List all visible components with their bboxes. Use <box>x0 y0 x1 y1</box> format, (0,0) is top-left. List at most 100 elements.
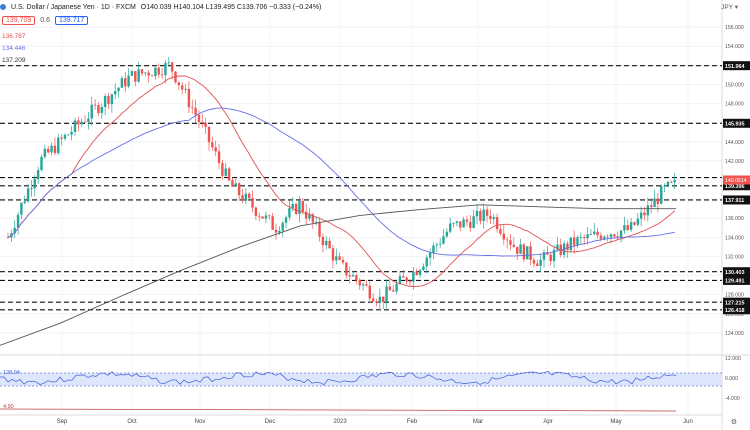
candle-body <box>650 205 653 207</box>
ma-slow-label: 137.209 <box>2 57 26 64</box>
candle-body <box>392 290 395 292</box>
x-tick-label: Nov <box>195 419 206 425</box>
candle-body <box>204 123 207 127</box>
candle-body <box>227 168 231 181</box>
candle-body <box>30 188 33 189</box>
candle-body <box>536 263 539 266</box>
candle-body <box>516 246 519 254</box>
gear-icon[interactable]: ⚙ <box>731 418 737 426</box>
price-axis-panel <box>722 0 750 430</box>
candle-body <box>542 252 546 260</box>
candle-body <box>134 71 137 82</box>
candle-body <box>261 216 264 219</box>
candle-body <box>549 254 552 262</box>
candle-body <box>60 137 63 139</box>
candle-body <box>405 277 408 282</box>
candle-body <box>603 236 606 240</box>
candle-body <box>284 217 288 223</box>
candle-body <box>304 211 308 219</box>
indicator-line-2 <box>0 408 677 412</box>
ma-fast-label: 136.787 <box>2 33 26 40</box>
candle-body <box>398 276 402 284</box>
level-label: 129.491 <box>725 279 745 285</box>
candle-body <box>90 104 93 119</box>
y-tick-label: 150.000 <box>725 82 744 88</box>
ask-box[interactable]: 139.717 <box>54 16 89 25</box>
x-tick-label: Apr <box>543 419 552 425</box>
indicator-band <box>0 373 722 386</box>
level-tag <box>723 275 750 285</box>
candle-body <box>77 120 80 125</box>
candle-body <box>368 285 371 299</box>
candle-body <box>382 296 385 302</box>
candle-body <box>271 216 274 230</box>
candle-body <box>26 188 30 202</box>
indicator-tick-label: 0.000 <box>725 376 738 382</box>
level-tag <box>723 267 750 277</box>
candle-body <box>519 244 522 254</box>
candle-body <box>248 193 251 199</box>
candle-body <box>371 298 375 302</box>
candle-body <box>311 214 315 223</box>
candle-body <box>449 223 452 232</box>
candle-body <box>643 212 646 216</box>
y-tick-label: 124.000 <box>725 331 744 337</box>
candle-body <box>455 221 459 224</box>
candle-body <box>589 234 593 235</box>
candle-body <box>502 233 505 240</box>
candle-body <box>40 156 43 171</box>
candle-body <box>318 221 321 237</box>
candle-body <box>609 234 613 238</box>
candle-body <box>499 229 502 234</box>
candle-body <box>87 118 90 123</box>
candle-body <box>43 148 47 157</box>
candle-body <box>656 198 660 204</box>
candle-body <box>552 249 556 262</box>
candle-body <box>438 243 442 245</box>
candle-body <box>485 209 489 216</box>
candle-body <box>579 237 583 238</box>
ma-mid-line <box>7 107 675 257</box>
candle-body <box>288 208 291 218</box>
ohlc-values: O140.039 H140.104 L139.495 C139.706 −0.3… <box>140 4 322 11</box>
candle-body <box>181 85 184 90</box>
indicator-second-label: 4.90 <box>3 404 14 410</box>
candle-body <box>13 227 16 234</box>
candle-body <box>633 222 636 225</box>
candle-body <box>291 203 294 209</box>
candle-body <box>254 207 258 216</box>
candle-body <box>268 215 271 217</box>
candle-body <box>120 78 124 88</box>
candle-body <box>57 137 60 154</box>
candle-body <box>378 296 382 303</box>
candle-body <box>63 134 67 139</box>
candle-body <box>522 244 526 260</box>
level-label: 126.418 <box>725 308 745 314</box>
y-tick-label: 136.000 <box>725 216 744 222</box>
candle-body <box>445 231 449 237</box>
candle-body <box>234 183 237 187</box>
x-tick-label: Mar <box>473 419 483 425</box>
candle-body <box>73 120 77 132</box>
candle-body <box>388 286 392 291</box>
candle-body <box>576 237 579 246</box>
candle-body <box>20 202 23 215</box>
candle-body <box>207 126 211 143</box>
candle-body <box>505 239 509 241</box>
candle-body <box>16 214 20 228</box>
level-label: 137.911 <box>725 198 744 204</box>
candle-body <box>177 82 181 86</box>
candle-body <box>83 121 87 123</box>
candle-body <box>422 266 425 271</box>
candle-body <box>348 275 351 277</box>
candle-body <box>107 95 110 105</box>
candle-body <box>375 301 378 303</box>
candle-body <box>328 240 331 249</box>
bid-box[interactable]: 139.709 <box>2 16 36 25</box>
candle-body <box>157 67 160 75</box>
candle-body <box>646 205 650 216</box>
candle-body <box>395 283 398 292</box>
candle-body <box>201 121 204 124</box>
